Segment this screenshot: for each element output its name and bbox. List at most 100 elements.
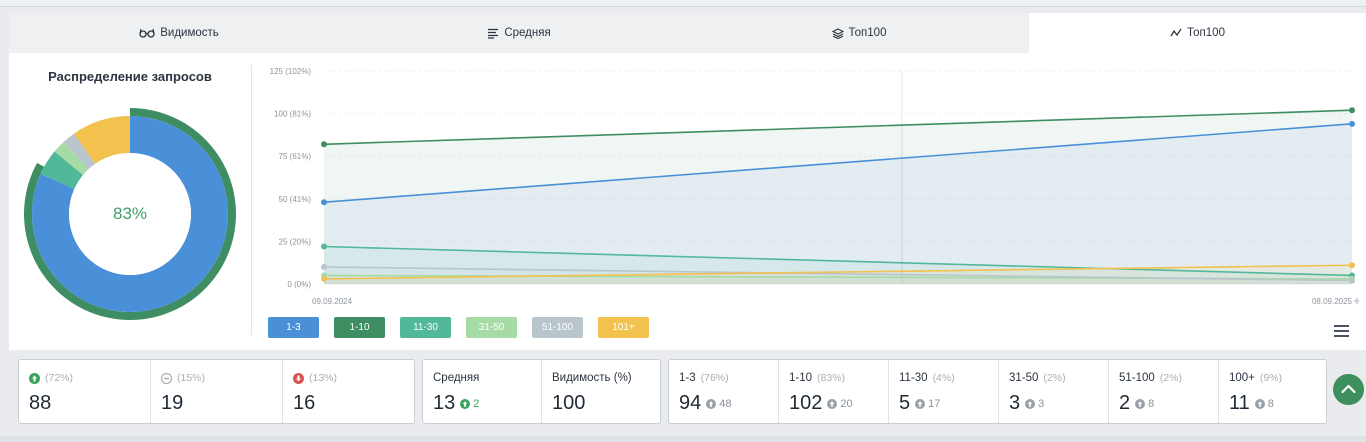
area-51-100 xyxy=(324,266,1352,284)
area-31-50 xyxy=(324,275,1352,284)
position-pct: (83%) xyxy=(817,372,846,384)
data-point-51-100[interactable] xyxy=(321,263,327,270)
declined-cell[interactable]: (13%) 16 xyxy=(283,360,414,423)
scroll-top-button[interactable] xyxy=(1333,374,1364,405)
trend-chart: 0 (0%) 25 (20%) 50 (41%) 75 (61%) 100 (81%) 1… xyxy=(270,67,1359,306)
position-label: 1-10 xyxy=(789,372,813,384)
data-point-51-100[interactable] xyxy=(1349,277,1355,284)
up-circle-icon xyxy=(706,399,717,409)
position-value: 2 xyxy=(1119,392,1131,414)
chevron-up-icon xyxy=(1341,384,1356,394)
series-line-1-10 xyxy=(323,109,1353,146)
chart-legend: 1-3 1-10 11-30 31-50 51-100 101+ xyxy=(268,317,649,338)
position-delta: 48 xyxy=(719,398,732,410)
unchanged-pct: (15%) xyxy=(177,372,206,384)
up-circle-icon xyxy=(29,372,40,384)
position-cell-31-50[interactable]: 31-50 (2%) 3 3 xyxy=(999,360,1109,423)
position-delta: 17 xyxy=(928,398,941,410)
area-11-30 xyxy=(324,246,1352,284)
position-label: 11-30 xyxy=(899,372,928,384)
data-point-1-10[interactable] xyxy=(1349,107,1355,114)
area-1-3 xyxy=(324,123,1352,284)
data-point-1-3[interactable] xyxy=(321,199,327,206)
up-circle-icon xyxy=(827,399,838,409)
up-circle-icon xyxy=(1135,399,1146,409)
position-value: 102 xyxy=(789,392,823,414)
declined-pct: (13%) xyxy=(309,372,338,384)
legend-item-11-30[interactable]: 11-30 xyxy=(400,317,451,338)
average-delta: 2 xyxy=(473,398,480,410)
tab-visibility[interactable]: Видимость xyxy=(9,13,349,53)
y-tick-label: 125 (102%) xyxy=(270,67,312,76)
tab-label: Топ100 xyxy=(1187,27,1225,39)
y-tick-label: 75 (61%) xyxy=(279,152,312,161)
data-point-101+[interactable] xyxy=(321,275,327,282)
position-label: 100+ xyxy=(1229,372,1255,384)
position-delta: 3 xyxy=(1038,398,1045,410)
legend-item-51-100[interactable]: 51-100 xyxy=(532,317,583,338)
up-circle-icon xyxy=(1025,399,1036,409)
data-point-11-30[interactable] xyxy=(321,243,327,250)
position-delta: 8 xyxy=(1267,398,1274,410)
legend-item-1-10[interactable]: 1-10 xyxy=(334,317,385,338)
position-cell-51-100[interactable]: 51-100 (2%) 2 8 xyxy=(1109,360,1219,423)
tab-label: Средняя xyxy=(504,27,551,39)
tab-top100-stack[interactable]: Топ100 xyxy=(689,13,1029,53)
data-point-101+[interactable] xyxy=(1349,262,1355,269)
trend-icon xyxy=(1170,28,1182,37)
legend-item-31-50[interactable]: 31-50 xyxy=(466,317,517,338)
up-circle-icon xyxy=(1254,399,1265,409)
layers-icon xyxy=(831,27,844,39)
position-cell-100-plus[interactable]: 100+ (9%) 11 8 xyxy=(1219,360,1326,423)
donut-center-label: 83% xyxy=(112,204,148,223)
position-value: 5 xyxy=(899,392,911,414)
series-line-101+ xyxy=(323,264,1353,280)
distribution-title: Распределение запросов xyxy=(48,69,212,84)
donut-slice-51-100[interactable] xyxy=(63,133,96,170)
visibility-value: 100 xyxy=(552,392,586,414)
donut-slice-11-30[interactable] xyxy=(40,151,84,190)
average-visibility-summary: Средняя 13 2 Видимость (%) 100 xyxy=(422,359,661,424)
change-summary: (72%) 88 (15%) 19 (13%) 16 xyxy=(18,359,415,424)
tab-top100-trend[interactable]: Топ100 xyxy=(1029,13,1366,53)
visibility-cell[interactable]: Видимость (%) 100 xyxy=(542,360,660,423)
y-tick-label: 25 (20%) xyxy=(279,237,312,246)
legend-item-1-3[interactable]: 1-3 xyxy=(268,317,319,338)
tab-label: Топ100 xyxy=(848,27,887,39)
top-divider xyxy=(0,0,1366,7)
area-101+ xyxy=(324,265,1352,284)
data-point-1-3[interactable] xyxy=(1349,120,1355,127)
position-value: 94 xyxy=(679,392,702,414)
position-cell-1-3[interactable]: 1-3 (76%) 94 48 xyxy=(669,360,779,423)
data-point-1-10[interactable] xyxy=(321,141,327,148)
donut-slice-31-50[interactable] xyxy=(54,141,89,176)
series-line-1-3 xyxy=(323,123,1353,204)
y-tick-label: 100 (81%) xyxy=(274,110,311,119)
position-pct: (76%) xyxy=(700,372,729,384)
improved-value: 88 xyxy=(29,392,52,414)
position-delta: 20 xyxy=(840,398,853,410)
area-1-10 xyxy=(324,110,1352,284)
donut-slice-1-3[interactable] xyxy=(31,116,229,312)
x-tick-label: 08.09.2025 xyxy=(1312,297,1353,306)
series-line-51-100 xyxy=(323,266,1353,282)
average-value: 13 xyxy=(433,392,456,414)
tab-average[interactable]: Средняя xyxy=(349,13,689,53)
position-cell-11-30[interactable]: 11-30 (4%) 5 17 xyxy=(889,360,999,423)
donut-slice-101+[interactable] xyxy=(74,116,130,164)
chart-menu-icon[interactable] xyxy=(1334,325,1349,338)
position-pct: (9%) xyxy=(1259,372,1283,384)
up-circle-icon xyxy=(915,399,926,409)
average-cell[interactable]: Средняя 13 2 xyxy=(423,360,542,423)
improved-cell[interactable]: (72%) 88 xyxy=(19,360,151,423)
legend-item-101-plus[interactable]: 101+ xyxy=(598,317,649,338)
up-circle-icon xyxy=(460,399,471,409)
position-value: 3 xyxy=(1009,392,1021,414)
unchanged-cell[interactable]: (15%) 19 xyxy=(151,360,283,423)
tab-label: Видимость xyxy=(160,27,219,39)
position-cell-1-10[interactable]: 1-10 (83%) 102 20 xyxy=(779,360,889,423)
x-axis-arrow-icon xyxy=(1354,298,1359,304)
lines-icon xyxy=(488,28,499,39)
average-label: Средняя xyxy=(433,372,480,384)
position-label: 51-100 xyxy=(1119,372,1155,384)
